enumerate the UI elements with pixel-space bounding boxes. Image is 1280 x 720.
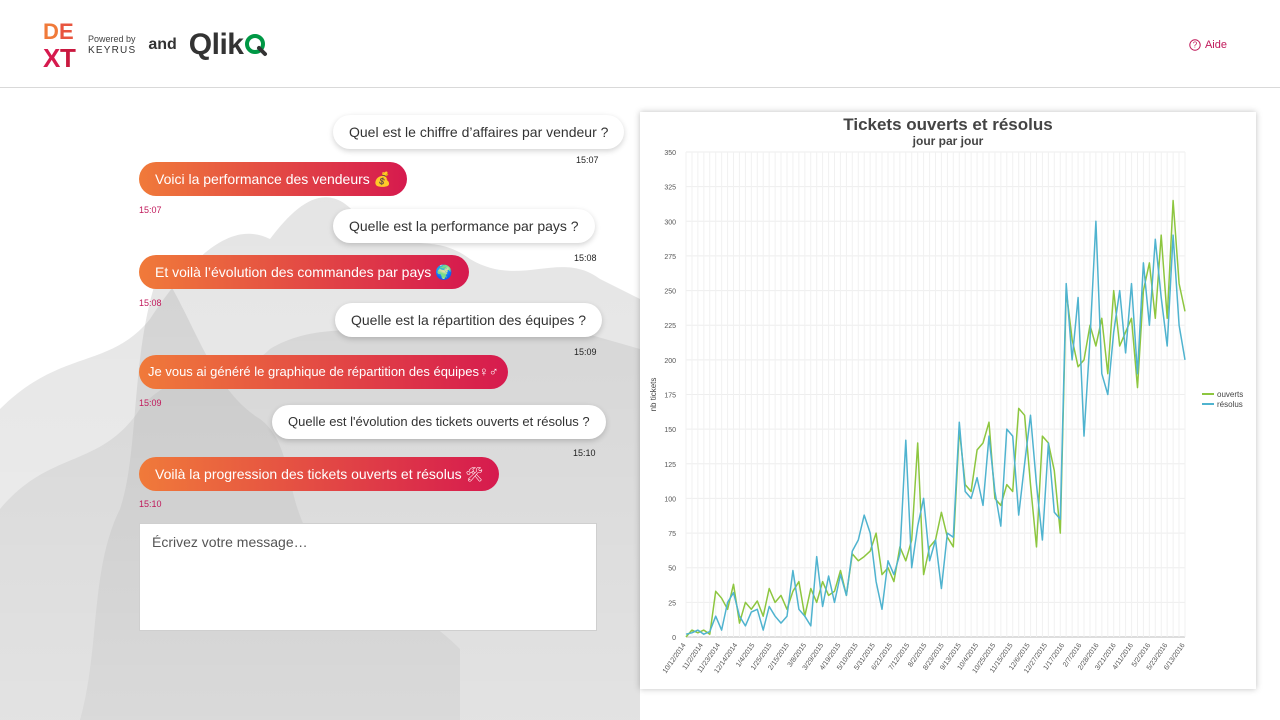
svg-text:?: ?: [1193, 41, 1198, 50]
help-circle-icon: ?: [1189, 39, 1201, 51]
message-time: 15:09: [574, 347, 597, 357]
qlik-logo: Qlik: [189, 28, 269, 62]
chart-title: Tickets ouverts et résolus: [843, 115, 1053, 134]
y-tick-label: 275: [664, 254, 676, 261]
y-tick-label: 350: [664, 150, 676, 157]
y-tick-label: 100: [664, 496, 676, 503]
user-message: Quelle est la répartition des équipes ?: [335, 303, 603, 337]
message-input[interactable]: [140, 524, 596, 630]
app-header: D E X T Powered by KEYRUS and Qlik ? Aid…: [0, 0, 1280, 88]
user-message: Quelle est l'évolution des tickets ouver…: [272, 405, 606, 439]
message-time: 15:09: [139, 398, 162, 408]
partner-name: KEYRUS: [88, 45, 137, 56]
message-time: 15:08: [139, 298, 162, 308]
svg-text:T: T: [60, 43, 76, 73]
help-link[interactable]: ? Aide: [1189, 39, 1227, 51]
svg-text:D: D: [43, 19, 59, 44]
bot-message[interactable]: Voilà la progression des tickets ouverts…: [139, 457, 500, 491]
dext-logo[interactable]: D E X T: [42, 17, 80, 73]
series-line-resolus[interactable]: [685, 220, 1186, 635]
legend-label[interactable]: résolus: [1217, 400, 1243, 409]
y-tick-label: 50: [668, 566, 676, 573]
brand: D E X T Powered by KEYRUS and Qlik: [42, 16, 268, 74]
y-axis-label: nb tickets: [649, 378, 658, 412]
message-input-box[interactable]: [139, 523, 597, 631]
bot-message[interactable]: Et voilà l’évolution des commandes par p…: [139, 255, 469, 289]
qlik-q-icon: [245, 34, 268, 56]
chart-subtitle: jour par jour: [912, 134, 984, 148]
qlik-label: Qlik: [188, 28, 244, 61]
and-label: and: [148, 36, 177, 53]
user-message: Quel est le chiffre d’affaires par vende…: [333, 115, 625, 149]
message-time: 15:07: [139, 205, 162, 215]
y-tick-label: 300: [664, 219, 676, 226]
y-tick-label: 0: [672, 635, 676, 642]
y-tick-label: 175: [664, 393, 676, 400]
chart-panel[interactable]: Tickets ouverts et résolus jour par jour…: [640, 112, 1256, 689]
svg-text:E: E: [59, 19, 74, 44]
y-tick-label: 25: [668, 600, 676, 607]
y-tick-label: 75: [668, 531, 676, 538]
message-time: 15:07: [576, 155, 599, 165]
y-tick-label: 200: [664, 358, 676, 365]
y-tick-label: 250: [664, 289, 676, 296]
message-time: 15:08: [574, 253, 597, 263]
y-tick-label: 150: [664, 427, 676, 434]
chat-panel: Quel est le chiffre d’affaires par vende…: [0, 89, 640, 720]
y-tick-label: 225: [664, 323, 676, 330]
legend-label[interactable]: ouverts: [1217, 390, 1243, 399]
powered-by-label: Powered by: [88, 34, 136, 44]
user-message: Quelle est la performance par pays ?: [333, 209, 595, 243]
bot-message[interactable]: Voici la performance des vendeurs 💰: [139, 162, 408, 196]
line-chart[interactable]: 0 25 50 75 100 125 150 175 200 225 250 275 300 325 350…: [640, 112, 1256, 689]
y-tick-label: 325: [664, 185, 676, 192]
message-time: 15:10: [573, 448, 596, 458]
help-label: Aide: [1204, 39, 1227, 51]
svg-text:X: X: [43, 43, 61, 73]
bot-message[interactable]: Je vous ai généré le graphique de répart…: [139, 355, 508, 389]
message-time: 15:10: [139, 499, 162, 509]
powered-by: Powered by KEYRUS: [88, 34, 136, 56]
y-tick-label: 125: [664, 462, 676, 469]
